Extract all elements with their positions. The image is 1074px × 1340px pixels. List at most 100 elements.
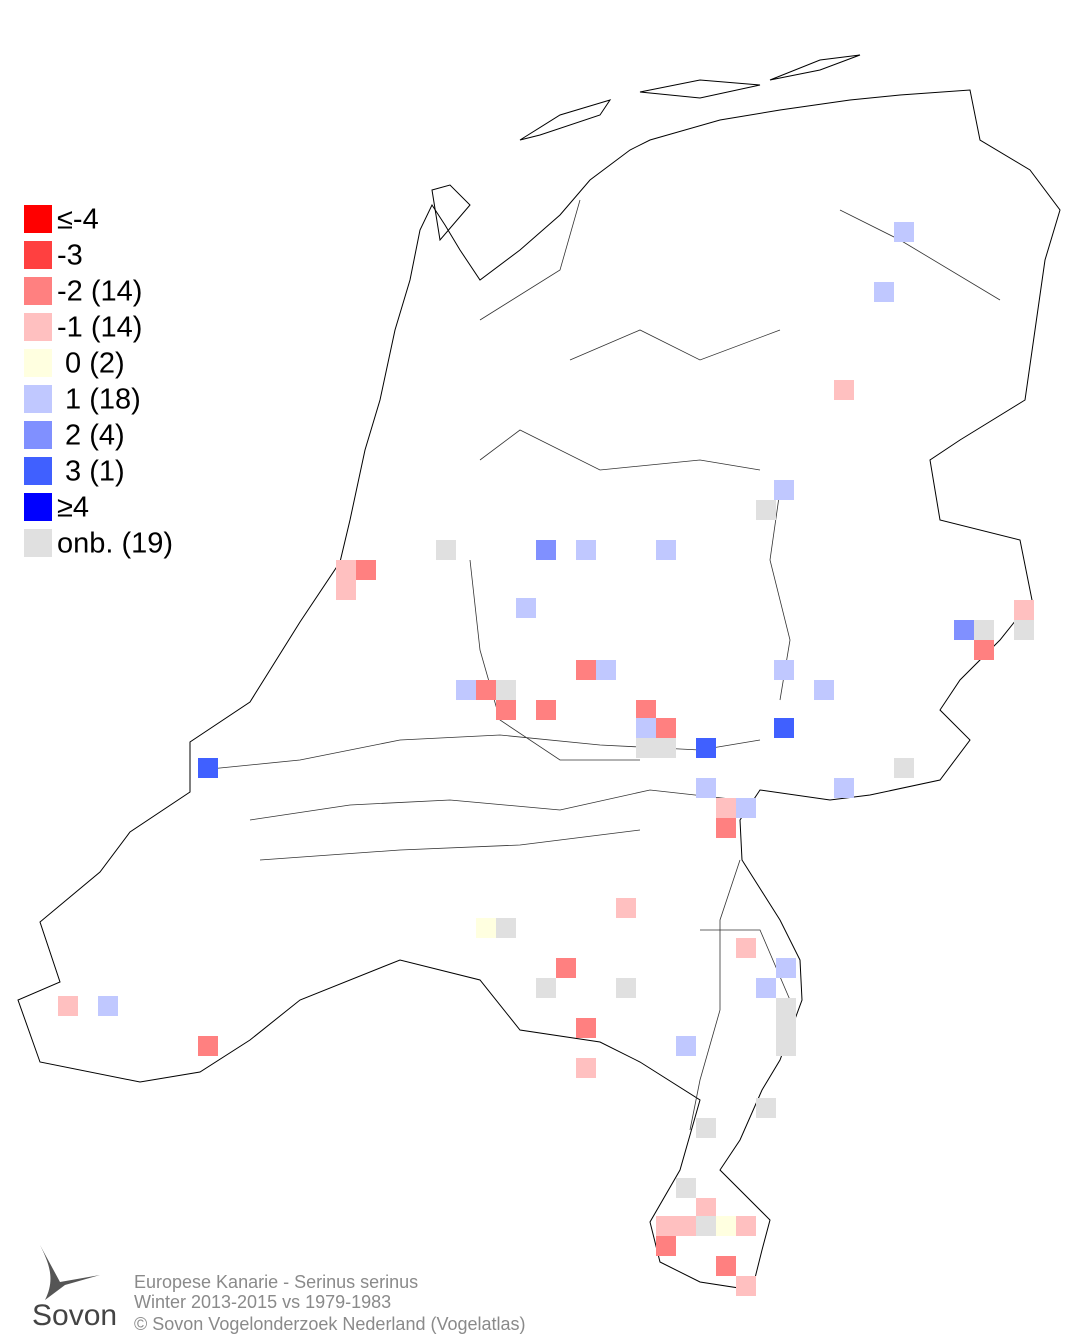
grid-cell [696,1198,716,1218]
grid-cell [696,778,716,798]
grid-cell [716,798,736,818]
grid-cell [716,1216,736,1236]
grid-cell [716,1256,736,1276]
grid-cell [736,938,756,958]
grid-cell [774,480,794,500]
grid-cell [676,1178,696,1198]
grid-cell [576,660,596,680]
grid-cell [356,560,376,580]
legend-label: 2 (4) [57,420,125,452]
grid-cell [834,380,854,400]
grid-cell [894,222,914,242]
grid-cell [756,1098,776,1118]
grid-cell [974,620,994,640]
caption-line: Europese Kanarie - Serinus serinus [134,1272,418,1292]
grid-cell [636,700,656,720]
grid-cell [536,700,556,720]
grid-cell [616,978,636,998]
grid-cell [834,778,854,798]
logo: Sovon [32,1245,117,1332]
grid-cell [536,540,556,560]
grid-cell [894,758,914,778]
grid-cell [696,1118,716,1138]
grid-cell [198,1036,218,1056]
grid-cell [776,1018,796,1038]
grid-cell [774,718,794,738]
grid-cell [636,718,656,738]
legend-label: ≥4 [57,492,89,524]
legend-swatch [24,277,52,305]
grid-cell [656,718,676,738]
grid-cell [476,918,496,938]
grid-cell [736,798,756,818]
grid-cell [656,1216,676,1236]
legend-label: -3 [57,240,83,272]
grid-cell [874,282,894,302]
grid-cell [656,540,676,560]
grid-cell [556,958,576,978]
legend-label: 1 (18) [57,384,141,416]
grid-cell [776,998,796,1018]
grid-cell [954,620,974,640]
legend-swatch [24,421,52,449]
grid-cell [1014,620,1034,640]
grid-cell [1014,600,1034,620]
grid-cell [98,996,118,1016]
legend-swatch [24,241,52,269]
grid-cell [576,1058,596,1078]
logo-bird [40,1245,100,1300]
grid-cell [596,660,616,680]
grid-cell [436,540,456,560]
legend-swatch [24,205,52,233]
grid-cell [776,958,796,978]
grid-cell [974,640,994,660]
grid-cell [576,540,596,560]
caption-line: Winter 2013-2015 vs 1979-1983 [134,1292,391,1312]
grid-cell [736,1216,756,1236]
legend-swatch [24,385,52,413]
legend-label: 3 (1) [57,456,125,488]
legend-label: ≤-4 [57,204,99,236]
grid-cells [58,222,1034,1296]
grid-cell [774,660,794,680]
grid-cell [496,918,516,938]
grid-cell [336,560,356,580]
grid-cell [656,1236,676,1256]
legend-label: -2 (14) [57,276,142,308]
legend-label: 0 (2) [57,348,125,380]
grid-cell [616,898,636,918]
legend-label: onb. (19) [57,528,173,560]
caption-line: © Sovon Vogelonderzoek Nederland (Vogela… [134,1314,526,1334]
legend-swatch [24,349,52,377]
grid-cell [58,996,78,1016]
grid-cell [336,580,356,600]
grid-cell [814,680,834,700]
grid-cell [456,680,476,700]
grid-cell [716,818,736,838]
grid-cell [676,1036,696,1056]
legend-swatch [24,457,52,485]
grid-cell [696,738,716,758]
grid-cell [756,500,776,520]
grid-cell [516,598,536,618]
grid-cell [676,1216,696,1236]
grid-cell [696,1216,716,1236]
grid-cell [756,978,776,998]
grid-cell [656,738,676,758]
grid-cell [636,738,656,758]
legend-swatch [24,313,52,341]
grid-cell [776,1036,796,1056]
grid-cell [476,680,496,700]
grid-cell [536,978,556,998]
legend-label: -1 (14) [57,312,142,344]
grid-cell [496,680,516,700]
grid-cell [576,1018,596,1038]
legend-swatch [24,529,52,557]
grid-cell [496,700,516,720]
legend: ≤-4 -3 -2 (14) -1 (14) 0 (2) 1 (18) 2 (4) 3… [24,204,173,560]
grid-cell [198,758,218,778]
logo-text: Sovon [32,1299,117,1332]
legend-swatch [24,493,52,521]
grid-cell [736,1276,756,1296]
